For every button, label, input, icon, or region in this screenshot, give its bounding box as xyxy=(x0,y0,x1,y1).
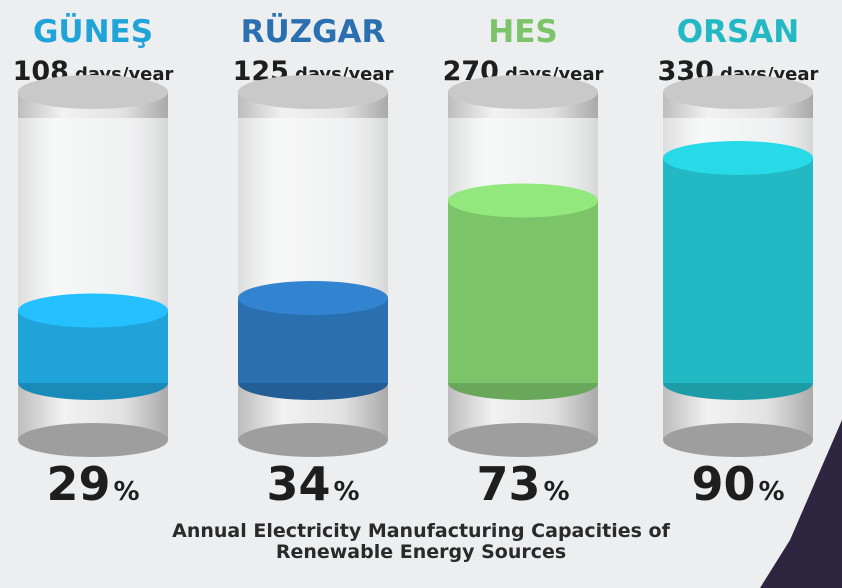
base-bottom xyxy=(663,423,813,457)
percent-value: 73 xyxy=(476,457,540,511)
base-bottom xyxy=(448,423,598,457)
cap-top xyxy=(238,75,388,109)
percent-value: 34 xyxy=(266,457,330,511)
category-label: RÜZGAR xyxy=(241,13,386,50)
category-label: ORSAN xyxy=(677,14,800,50)
liquid-top xyxy=(238,281,388,315)
percent-label: 34% xyxy=(266,457,359,511)
category-label: GÜNEŞ xyxy=(33,13,153,50)
percent-label: 90% xyxy=(691,457,784,511)
percent-label: 29% xyxy=(46,457,139,511)
chart-title: Annual Electricity Manufacturing Capacit… xyxy=(111,521,731,563)
liquid-top xyxy=(663,141,813,175)
percent-value: 90 xyxy=(691,457,755,511)
base-bottom xyxy=(18,423,168,457)
category-label: HES xyxy=(488,14,557,50)
percent-unit: % xyxy=(758,477,784,507)
percent-value: 29 xyxy=(46,457,110,511)
liquid-top xyxy=(448,184,598,218)
percent-unit: % xyxy=(333,477,359,507)
base-bottom xyxy=(238,423,388,457)
percent-label: 73% xyxy=(476,457,569,511)
cap-top xyxy=(663,75,813,109)
infographic: GÜNEŞ108days/year29%RÜZGAR125days/year34… xyxy=(0,0,842,588)
liquid xyxy=(663,158,813,383)
cap-top xyxy=(448,75,598,109)
percent-unit: % xyxy=(113,477,139,507)
cap-top xyxy=(18,75,168,109)
chart: GÜNEŞ108days/year29%RÜZGAR125days/year34… xyxy=(0,0,842,588)
liquid-top xyxy=(18,294,168,328)
liquid xyxy=(448,201,598,384)
percent-unit: % xyxy=(543,477,569,507)
